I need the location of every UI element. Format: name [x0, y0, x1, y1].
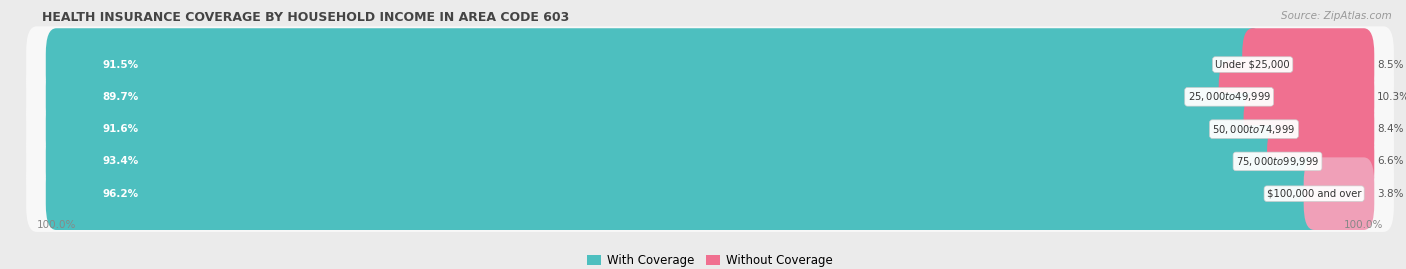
Text: Source: ZipAtlas.com: Source: ZipAtlas.com — [1281, 11, 1392, 21]
Text: 6.6%: 6.6% — [1376, 156, 1403, 167]
Text: Under $25,000: Under $25,000 — [1215, 59, 1289, 70]
Text: 10.3%: 10.3% — [1376, 92, 1406, 102]
Text: $25,000 to $49,999: $25,000 to $49,999 — [1188, 90, 1271, 103]
Text: $100,000 and over: $100,000 and over — [1267, 189, 1361, 199]
Legend: With Coverage, Without Coverage: With Coverage, Without Coverage — [582, 249, 838, 269]
Text: 91.6%: 91.6% — [103, 124, 138, 134]
Text: 8.4%: 8.4% — [1376, 124, 1403, 134]
FancyBboxPatch shape — [46, 28, 1263, 101]
FancyBboxPatch shape — [46, 125, 1288, 198]
Text: 93.4%: 93.4% — [103, 156, 138, 167]
FancyBboxPatch shape — [1303, 157, 1374, 230]
FancyBboxPatch shape — [1243, 93, 1374, 165]
Text: 100.0%: 100.0% — [37, 220, 76, 229]
FancyBboxPatch shape — [1267, 125, 1374, 198]
Text: HEALTH INSURANCE COVERAGE BY HOUSEHOLD INCOME IN AREA CODE 603: HEALTH INSURANCE COVERAGE BY HOUSEHOLD I… — [42, 11, 569, 24]
FancyBboxPatch shape — [27, 155, 1393, 232]
Text: 89.7%: 89.7% — [103, 92, 138, 102]
FancyBboxPatch shape — [27, 26, 1393, 103]
FancyBboxPatch shape — [46, 93, 1264, 165]
Text: 100.0%: 100.0% — [1344, 220, 1384, 229]
FancyBboxPatch shape — [27, 123, 1393, 200]
FancyBboxPatch shape — [46, 157, 1324, 230]
FancyBboxPatch shape — [27, 59, 1393, 135]
FancyBboxPatch shape — [1243, 28, 1374, 101]
Text: $75,000 to $99,999: $75,000 to $99,999 — [1236, 155, 1319, 168]
FancyBboxPatch shape — [46, 61, 1240, 133]
Text: 8.5%: 8.5% — [1376, 59, 1403, 70]
Text: 96.2%: 96.2% — [103, 189, 138, 199]
Text: 3.8%: 3.8% — [1376, 189, 1403, 199]
FancyBboxPatch shape — [1219, 61, 1374, 133]
Text: 91.5%: 91.5% — [103, 59, 138, 70]
FancyBboxPatch shape — [27, 91, 1393, 167]
Text: $50,000 to $74,999: $50,000 to $74,999 — [1212, 123, 1295, 136]
